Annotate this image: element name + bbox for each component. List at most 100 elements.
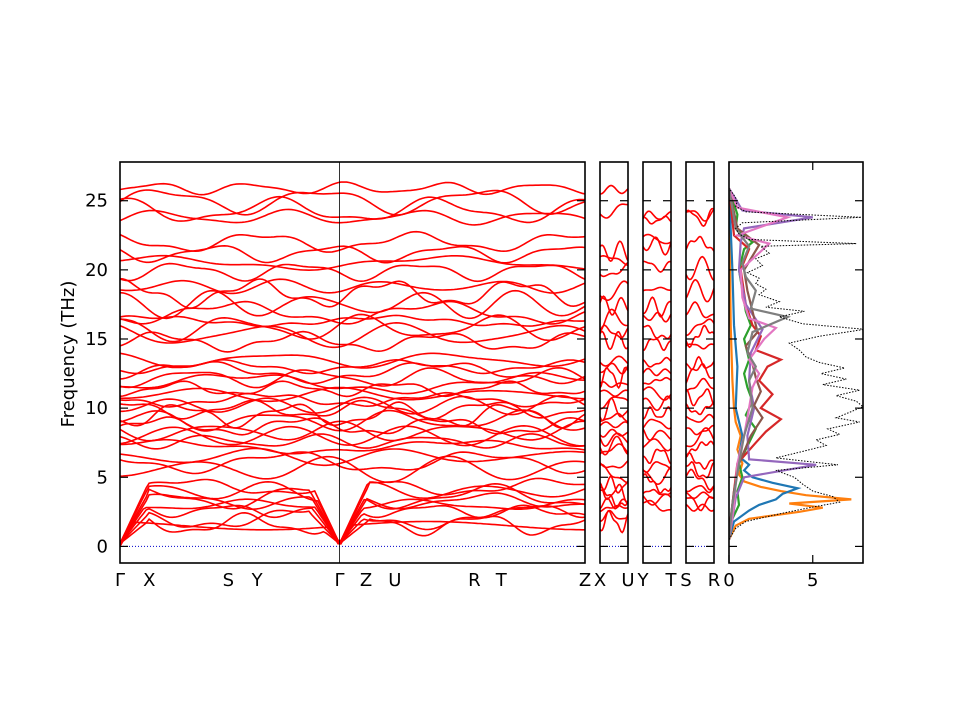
y-tick-label: 25	[85, 191, 108, 212]
phonon-band-x-u-24	[600, 308, 628, 332]
x-tick-label-main-path: X	[143, 570, 155, 591]
phonon-band-s-r-8	[686, 427, 714, 448]
phonon-band-main-path-15	[120, 420, 585, 442]
phonon-band-x-u-16	[600, 396, 628, 410]
phonon-band-main-path-22	[120, 386, 585, 403]
band-panel-y-t	[643, 210, 671, 547]
phonon-band-s-r-0	[686, 503, 714, 512]
phonon-band-y-t-23	[643, 233, 671, 245]
phonon-band-main-path-20	[120, 394, 585, 416]
panel-frame-dos	[728, 161, 864, 564]
phonon-band-main-path-35	[120, 277, 585, 309]
x-tick-label-y-t: Y	[637, 570, 650, 591]
phonon-band-main-path-28	[120, 352, 585, 369]
phonon-band-s-r-4	[686, 468, 714, 491]
band-panel-s-r	[686, 207, 714, 547]
phonon-band-y-t-22	[643, 236, 671, 256]
y-axis-label: Frequency (THz)	[58, 281, 79, 428]
phonon-band-main-path-1	[120, 511, 585, 545]
phonon-band-s-r-22	[686, 235, 714, 252]
x-tick-label-main-path: U	[388, 570, 401, 591]
x-tick-label-main-path: T	[495, 570, 508, 591]
phonon-band-s-r-24	[686, 208, 714, 222]
phonon-band-x-u-25	[600, 295, 628, 316]
phonon-band-y-t-11	[643, 395, 671, 412]
projected-dos-line-7	[729, 188, 792, 540]
phonon-band-x-u-18	[600, 380, 628, 389]
phonon-band-y-t-4	[643, 465, 671, 486]
phonon-band-x-u-20	[600, 362, 628, 375]
phonon-band-y-t-14	[643, 367, 671, 377]
phonon-band-main-path-25	[120, 366, 585, 389]
phonon-band-x-u-6	[600, 475, 628, 494]
panel-frame-y-t	[642, 161, 672, 564]
x-tick-label-main-path: Z	[360, 570, 372, 591]
phonon-band-x-u-8	[600, 460, 628, 469]
phonon-band-y-t-25	[643, 210, 671, 221]
phonon-band-x-u-22	[600, 330, 628, 350]
phonon-band-y-t-2	[643, 488, 671, 496]
band-panel-main-path	[120, 181, 585, 547]
projected-dos-line-1	[729, 188, 802, 540]
phonon-band-s-r-15	[686, 355, 714, 371]
phonon-band-x-u-21	[600, 355, 628, 367]
x-tick-label-s-r: S	[680, 570, 691, 591]
phonon-band-s-r-19	[686, 301, 714, 319]
phonon-band-x-u-5	[600, 482, 628, 504]
phonon-band-x-u-31	[600, 184, 628, 195]
panel-frames	[119, 161, 864, 564]
phonon-band-main-path-21	[120, 391, 585, 408]
phonon-band-main-path-32	[120, 314, 585, 328]
y-tick-label: 0	[97, 536, 108, 557]
phonon-band-y-t-1	[643, 493, 671, 506]
phonon-band-x-u-29	[600, 240, 628, 262]
phonon-band-main-path-14	[120, 424, 585, 447]
phonon-band-y-t-10	[643, 406, 671, 420]
y-tick-label: 10	[85, 398, 108, 419]
phonon-band-s-r-12	[686, 388, 714, 407]
phonon-band-main-path-44	[120, 181, 585, 196]
phonon-band-s-r-5	[686, 460, 714, 479]
phonon-band-x-u-4	[600, 486, 628, 509]
phonon-band-s-r-21	[686, 255, 714, 281]
phonon-band-x-u-17	[600, 389, 628, 398]
phonon-band-main-path-42	[120, 195, 585, 224]
dos-x-tick-label: 5	[807, 570, 818, 591]
projected-dos-line-4	[729, 187, 817, 540]
phonon-band-x-u-23	[600, 324, 628, 339]
phonon-band-main-path-34	[120, 289, 585, 320]
phonon-band-y-t-17	[643, 324, 671, 340]
phonon-band-x-u-13	[600, 421, 628, 429]
phonon-band-x-u-3	[600, 497, 628, 510]
band-panel-x-u	[600, 184, 628, 547]
phonon-band-y-t-12	[643, 386, 671, 401]
phonon-band-x-u-15	[600, 397, 628, 422]
phonon-band-y-t-16	[643, 338, 671, 352]
x-tick-label-main-path: R	[468, 570, 481, 591]
phonon-band-y-t-7	[643, 438, 671, 452]
x-tick-label-main-path: Z	[579, 570, 591, 591]
plot-layer	[120, 181, 863, 547]
phonon-band-y-t-21	[643, 260, 671, 273]
y-tick-label: 5	[97, 467, 108, 488]
phonon-band-x-u-28	[600, 254, 628, 267]
projected-dos-line-0	[729, 188, 852, 540]
phonon-band-main-path-13	[120, 433, 585, 450]
phonon-band-s-r-20	[686, 278, 714, 303]
phonon-band-main-path-43	[120, 189, 585, 216]
phonon-band-s-r-6	[686, 452, 714, 471]
panel-frame-main-path	[119, 161, 586, 564]
phonon-band-main-path-5	[120, 492, 585, 545]
phonon-band-s-r-2	[686, 491, 714, 500]
panel-frame-x-u	[599, 161, 629, 564]
phonon-band-x-u-26	[600, 280, 628, 301]
phonon-band-y-t-8	[643, 428, 671, 442]
phonon-band-main-path-4	[120, 498, 585, 545]
phonon-band-s-r-7	[686, 440, 714, 458]
phonon-band-y-t-6	[643, 448, 671, 465]
phonon-band-y-t-5	[643, 461, 671, 474]
phonon-band-s-r-16	[686, 343, 714, 350]
phonon-band-s-r-14	[686, 362, 714, 384]
phonon-band-x-u-11	[600, 432, 628, 447]
